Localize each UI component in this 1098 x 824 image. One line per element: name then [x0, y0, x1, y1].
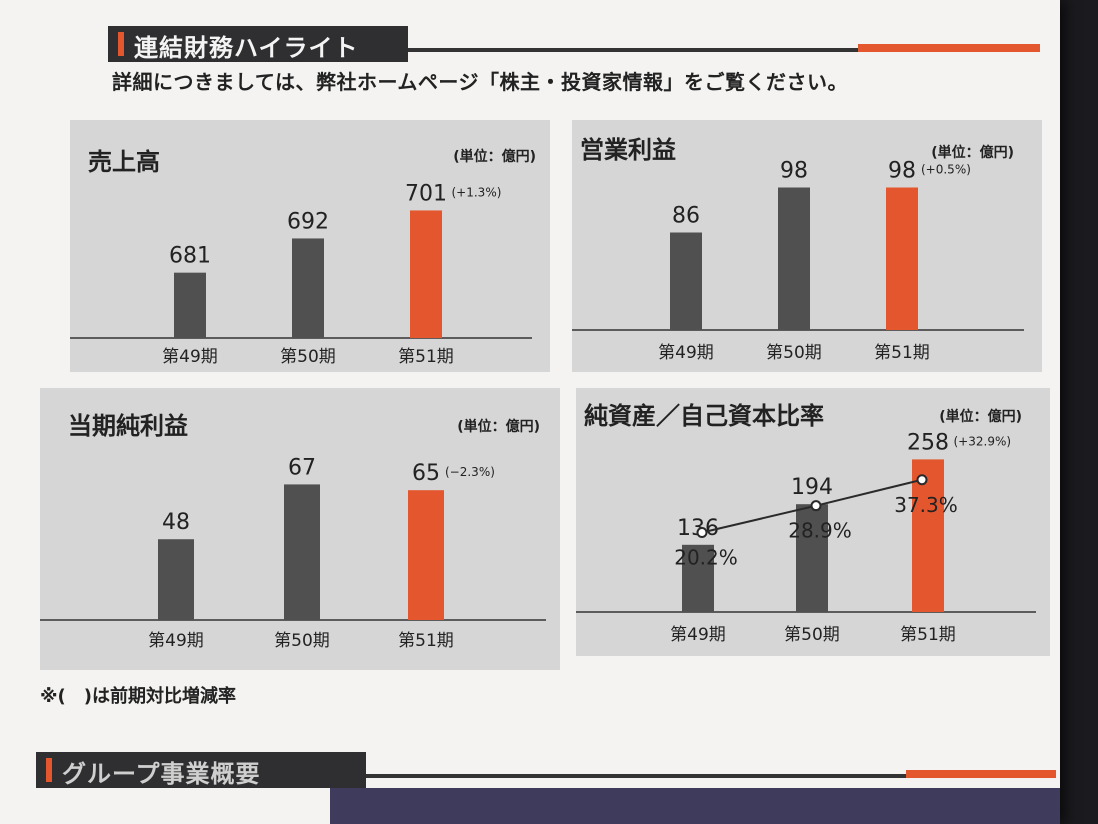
section-title: 連結財務ハイライト [134, 34, 359, 62]
panel-title: 純資産／自己資本比率 [584, 402, 824, 430]
panel-title: 売上高 [88, 148, 160, 176]
data-label: 98 [888, 159, 916, 184]
category-label: 第49期 [658, 343, 714, 363]
category-label: 第49期 [162, 347, 218, 367]
bar [410, 210, 442, 338]
section-underline-accent [906, 770, 1056, 778]
category-label: 第50期 [280, 347, 336, 367]
section-header-bar [108, 26, 408, 62]
data-label: 86 [672, 204, 700, 229]
data-label: 67 [288, 455, 316, 480]
section-underline-accent [858, 44, 1040, 52]
bar [174, 272, 206, 338]
panel-net-assets: 純資産／自己資本比率 (単位：億円) 136 第49期 194 第50期 258 (+32… [576, 388, 1050, 656]
category-label: 第50期 [766, 343, 822, 363]
data-label: 98 [780, 159, 808, 184]
ratio-point [696, 527, 708, 539]
ratio-point [916, 474, 928, 486]
ratio-point [810, 500, 822, 512]
unit-label: (単位：億円) [457, 419, 540, 435]
category-label: 第49期 [148, 631, 204, 651]
bar [682, 544, 714, 612]
ratio-label: 37.3% [894, 493, 958, 517]
panel-operating-income: 営業利益 (単位：億円) 86 第49期 98 第50期 98 (+0.5%) 第51期 [572, 120, 1042, 372]
data-label: 194 [791, 475, 833, 500]
category-label: 第51期 [874, 343, 930, 363]
panel-title: 営業利益 [580, 136, 676, 164]
bar [912, 459, 944, 612]
panel-title: 当期純利益 [68, 412, 188, 440]
bar [292, 238, 324, 338]
panel-sales: 売上高 (単位：億円) 681 第49期 692 第50期 701 (+1.3%) 第51期 [70, 120, 550, 372]
section-header-bar [36, 752, 366, 788]
data-label: 48 [162, 510, 190, 535]
change-label: (+0.5%) [921, 163, 971, 177]
bar [886, 187, 918, 330]
section-underline [366, 774, 906, 778]
unit-label: (単位：億円) [939, 409, 1022, 425]
intro-text: 詳細につきましては、弊社ホームページ「株主・投資家情報」をご覧ください。 [112, 70, 848, 94]
data-label: 701 [405, 181, 447, 206]
unit-label: (単位：億円) [931, 145, 1014, 161]
unit-label: (単位：億円) [453, 149, 536, 165]
bar [408, 490, 444, 620]
data-label: 692 [287, 209, 329, 234]
chart-net-income: 48 第49期 67 第50期 65 (−2.3%) 第51期 [40, 455, 546, 651]
ratio-label: 20.2% [674, 546, 738, 570]
bar [778, 187, 810, 330]
category-label: 第50期 [274, 631, 330, 651]
change-label: (−2.3%) [445, 465, 495, 479]
category-label: 第51期 [398, 347, 454, 367]
bar [284, 484, 320, 620]
chart-sales: 681 第49期 692 第50期 701 (+1.3%) 第51期 [70, 181, 532, 367]
data-label: 136 [677, 516, 719, 541]
section-title: グループ事業概要 [62, 760, 261, 788]
section-accent-mark [46, 758, 52, 782]
category-label: 第49期 [670, 625, 726, 645]
section-underline [408, 48, 858, 52]
content-band [330, 788, 1060, 824]
panel-net-income: 当期純利益 (単位：億円) 48 第49期 67 第50期 65 (−2.3%) 第51期 [40, 388, 560, 670]
bar [796, 504, 828, 612]
category-label: 第50期 [784, 625, 840, 645]
ratio-label: 28.9% [788, 519, 852, 543]
data-label: 258 [907, 430, 949, 455]
chart-operating-income: 86 第49期 98 第50期 98 (+0.5%) 第51期 [572, 159, 1024, 363]
report-page: 連結財務ハイライト 詳細につきましては、弊社ホームページ「株主・投資家情報」をご… [0, 0, 1060, 824]
data-label: 65 [412, 461, 440, 486]
footnote: ※( )は前期対比増減率 [40, 686, 236, 707]
bar [158, 539, 194, 620]
change-label: (+32.9%) [954, 434, 1012, 448]
category-label: 第51期 [900, 625, 956, 645]
chart-net-assets: 136 第49期 194 第50期 258 (+32.9%) 第51期 20.2% 28.9% 3… [576, 430, 1036, 645]
data-label: 681 [169, 244, 211, 269]
category-label: 第51期 [398, 631, 454, 651]
change-label: (+1.3%) [452, 185, 502, 199]
bar [670, 232, 702, 330]
section-accent-mark [118, 32, 124, 56]
